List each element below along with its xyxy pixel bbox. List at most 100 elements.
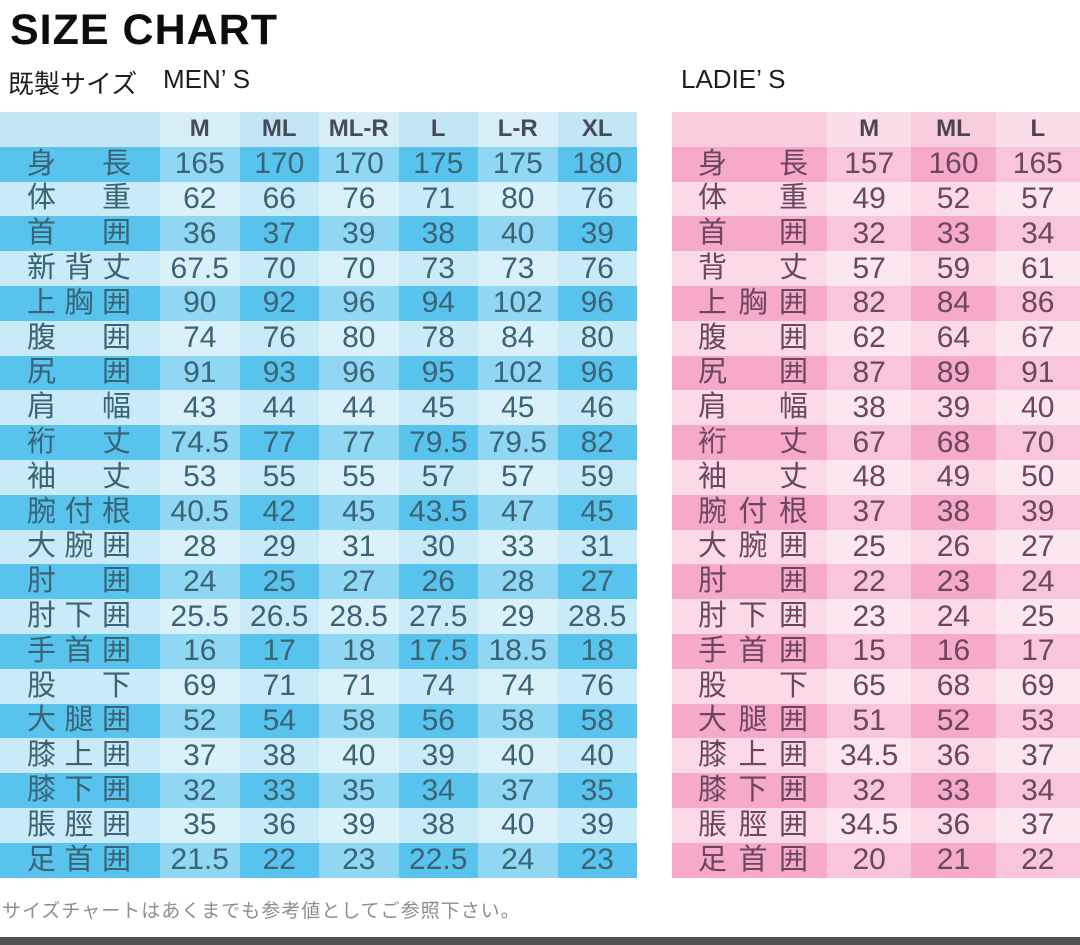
row-label-text: 肘下囲: [698, 600, 808, 633]
value-cell: 44: [319, 390, 399, 426]
column-header-M: M: [160, 112, 240, 147]
table-row: 大腕囲 28 29 31 30 33 31: [0, 529, 637, 565]
value-cell: 29: [478, 599, 558, 634]
table-row: 脹脛囲 34.5 36 37: [672, 807, 1080, 843]
value-cell: 94: [421, 286, 455, 320]
column-header-L: L: [995, 112, 1080, 147]
value-cell: 45: [478, 390, 558, 426]
value-cell: 24: [995, 564, 1080, 600]
table-row: 肩幅 43 44 44 45 45 46: [0, 390, 637, 426]
value-cell: 79.5: [478, 425, 558, 460]
row-label-text: 股下: [27, 669, 131, 702]
row-label-text: 大腕囲: [27, 530, 131, 563]
row-label: 肩幅: [672, 390, 827, 425]
row-label-text: 背丈: [698, 252, 808, 285]
table-row: 背丈 57 59 61: [672, 251, 1080, 286]
value-cell: 91: [160, 355, 240, 391]
value-cell: 36: [936, 808, 971, 842]
value-cell: 52: [936, 181, 971, 215]
value-cell: 51: [827, 703, 912, 739]
value-cell: 86: [995, 285, 1080, 321]
row-label: 上胸囲: [0, 286, 160, 321]
value-cell: 26: [421, 564, 455, 598]
value-cell: 40: [995, 390, 1080, 426]
row-label-text: 腹囲: [27, 321, 131, 354]
value-cell: 93: [262, 355, 296, 389]
table-row: 腕付根 37 38 39: [672, 494, 1080, 530]
row-label: 首囲: [672, 216, 827, 251]
row-label: 身長: [0, 147, 160, 182]
row-label: 腹囲: [672, 321, 827, 356]
value-cell: 32: [827, 773, 912, 808]
value-cell: 39: [580, 808, 614, 842]
column-header-XL: XL: [581, 115, 613, 143]
table-row: 尻囲 91 93 96 95 102 96: [0, 355, 637, 391]
row-label-text: 腕付根: [27, 495, 131, 528]
row-label: 足首囲: [0, 843, 160, 878]
row-label-text: 新背丈: [27, 252, 131, 285]
value-cell: 45: [421, 390, 455, 424]
value-cell: 38: [936, 495, 971, 529]
table-row: 足首囲 20 21 22: [672, 842, 1080, 878]
value-cell: 52: [160, 703, 240, 739]
value-cell: 57: [827, 251, 912, 286]
value-cell: 38: [827, 390, 912, 426]
value-cell: 102: [478, 285, 558, 321]
row-label-text: 肩幅: [27, 391, 131, 424]
row-label: 脹脛囲: [0, 808, 160, 843]
value-cell: 73: [421, 251, 455, 285]
value-cell: 96: [319, 355, 399, 391]
row-label-text: 手首囲: [698, 634, 808, 667]
value-cell: 70: [319, 251, 399, 286]
value-cell: 23: [936, 564, 971, 598]
value-cell: 84: [936, 286, 971, 320]
value-cell: 17: [262, 634, 296, 668]
value-cell: 25: [995, 599, 1080, 634]
column-header-ML: ML: [936, 115, 971, 143]
value-cell: 78: [421, 321, 455, 355]
value-cell: 38: [421, 216, 455, 250]
value-cell: 64: [936, 321, 971, 355]
value-cell: 39: [319, 216, 399, 252]
value-cell: 26.5: [250, 599, 309, 633]
row-label-text: 尻囲: [27, 356, 131, 389]
row-label-text: 腹囲: [698, 321, 808, 354]
row-label: 尻囲: [0, 356, 160, 391]
value-cell: 29: [262, 529, 296, 563]
table-row: 大腕囲 25 26 27: [672, 529, 1080, 565]
value-cell: 16: [936, 634, 971, 668]
value-cell: 175: [413, 147, 464, 181]
value-cell: 74: [421, 669, 455, 703]
value-cell: 91: [995, 355, 1080, 391]
value-cell: 39: [936, 390, 971, 424]
value-cell: 43: [160, 390, 240, 426]
row-label: 上胸囲: [672, 286, 827, 321]
value-cell: 33: [936, 216, 971, 250]
table-row: 身長 165 170 170 175 175 180: [0, 146, 637, 182]
value-cell: 35: [160, 807, 240, 843]
table-row: 腕付根 40.5 42 45 43.5 47 45: [0, 494, 637, 530]
row-label: 大腿囲: [0, 704, 160, 739]
value-cell: 61: [995, 251, 1080, 286]
row-label-text: 身長: [27, 147, 131, 180]
table-row: 上胸囲 82 84 86: [672, 285, 1080, 321]
value-cell: 34.5: [827, 807, 912, 843]
value-cell: 34: [995, 773, 1080, 808]
row-label: 新背丈: [0, 251, 160, 286]
row-label: 膝下囲: [0, 773, 160, 808]
value-cell: 34: [421, 773, 455, 807]
value-cell: 37: [160, 738, 240, 774]
row-label-text: 肘囲: [698, 565, 808, 598]
value-cell: 37: [827, 494, 912, 530]
value-cell: 17.5: [409, 634, 468, 668]
ladies-size-table: M ML L 身長 157 160 165 体重 49 52 57 首囲 32 33 34 背丈 57 59 61 上…: [672, 112, 1080, 878]
row-label-text: 脹脛囲: [698, 808, 808, 841]
value-cell: 157: [827, 146, 912, 182]
row-label-text: 足首囲: [698, 843, 808, 876]
value-cell: 31: [319, 529, 399, 565]
value-cell: 25: [262, 564, 296, 598]
value-cell: 46: [580, 390, 614, 424]
row-label: 膝上囲: [0, 738, 160, 773]
row-label-text: 肘下囲: [27, 600, 131, 633]
table-row: 足首囲 21.5 22 23 22.5 24 23: [0, 842, 637, 878]
